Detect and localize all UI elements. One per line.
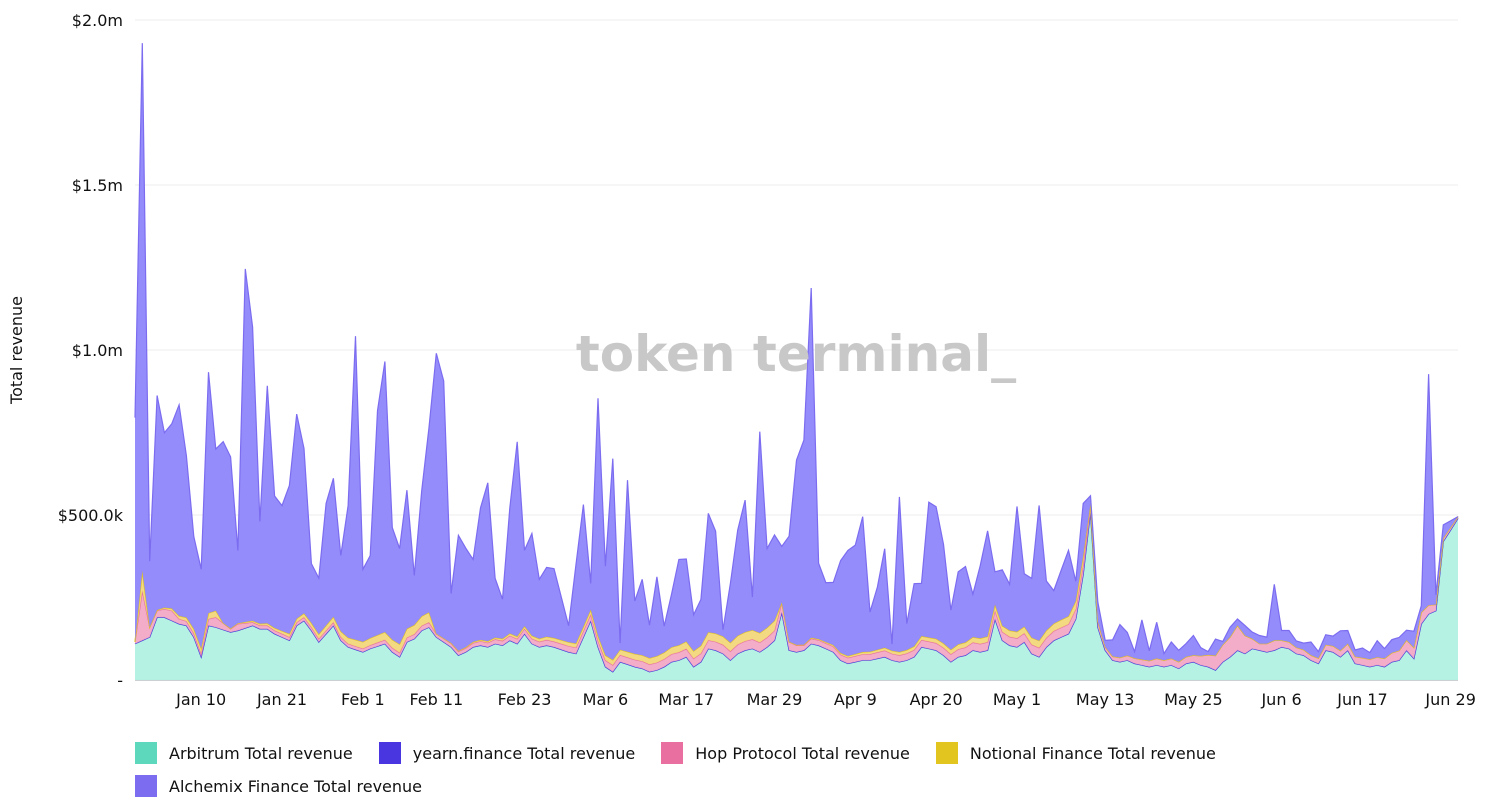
x-tick-label: Mar 6 [583, 690, 628, 709]
y-tick-label: $1.0m [72, 341, 123, 360]
y-axis-ticks: - $500.0k $1.0m $1.5m $2.0m [58, 11, 124, 690]
legend-label: Notional Finance Total revenue [969, 743, 1216, 763]
legend-swatch [135, 742, 157, 764]
series-area-4 [135, 43, 1458, 662]
x-tick-label: Jan 21 [256, 690, 307, 709]
x-tick-label: Feb 11 [409, 690, 463, 709]
x-tick-label: Feb 1 [341, 690, 385, 709]
y-tick-label: - [117, 671, 123, 690]
legend-label: Hop Protocol Total revenue [695, 743, 910, 763]
legend-item[interactable]: Alchemix Finance Total revenue [135, 775, 422, 797]
legend: Arbitrum Total revenue yearn.finance Tota… [135, 742, 1475, 797]
y-tick-label: $1.5m [72, 176, 123, 195]
y-tick-label: $2.0m [72, 11, 123, 30]
x-tick-label: May 25 [1164, 690, 1223, 709]
x-tick-label: Apr 9 [834, 690, 877, 709]
y-axis-title: Total revenue [7, 296, 26, 405]
legend-item[interactable]: yearn.finance Total revenue [378, 742, 636, 764]
x-axis-ticks: Jan 10 Jan 21 Feb 1 Feb 11 Feb 23 Mar 6 Mar 17… [175, 690, 1476, 709]
chart: token terminal_ -$500.0k$1.0m$1.5m$2.0m … [7, 11, 1476, 709]
legend-label: Alchemix Finance Total revenue [169, 776, 423, 796]
series-line-4 [134, 43, 1459, 656]
x-tick-label: Apr 20 [910, 690, 963, 709]
y-tick-label: $500.0k [58, 506, 124, 525]
watermark: token terminal_ [576, 325, 1016, 383]
x-tick-label: Jun 6 [1260, 690, 1301, 709]
x-tick-label: May 13 [1076, 690, 1135, 709]
legend-swatch [661, 742, 684, 764]
x-tick-label: Jan 10 [175, 690, 226, 709]
legend-swatch [135, 775, 157, 797]
legend-item[interactable]: Arbitrum Total revenue [135, 742, 353, 764]
stacked-areas [134, 43, 1459, 680]
x-tick-label: Feb 23 [498, 690, 552, 709]
x-tick-label: Mar 17 [658, 690, 714, 709]
legend-item[interactable]: Hop Protocol Total revenue [661, 742, 910, 764]
legend-swatch [935, 742, 958, 764]
x-tick-label: May 1 [993, 690, 1041, 709]
series-area-0 [135, 511, 1458, 680]
legend-swatch [378, 742, 401, 764]
x-tick-label: Mar 29 [747, 690, 803, 709]
x-tick-label: Jun 17 [1336, 690, 1387, 709]
legend-item[interactable]: Notional Finance Total revenue [935, 742, 1216, 764]
x-tick-label: Jun 29 [1424, 690, 1475, 709]
legend-label: Arbitrum Total revenue [169, 743, 353, 763]
legend-label: yearn.finance Total revenue [412, 743, 636, 763]
